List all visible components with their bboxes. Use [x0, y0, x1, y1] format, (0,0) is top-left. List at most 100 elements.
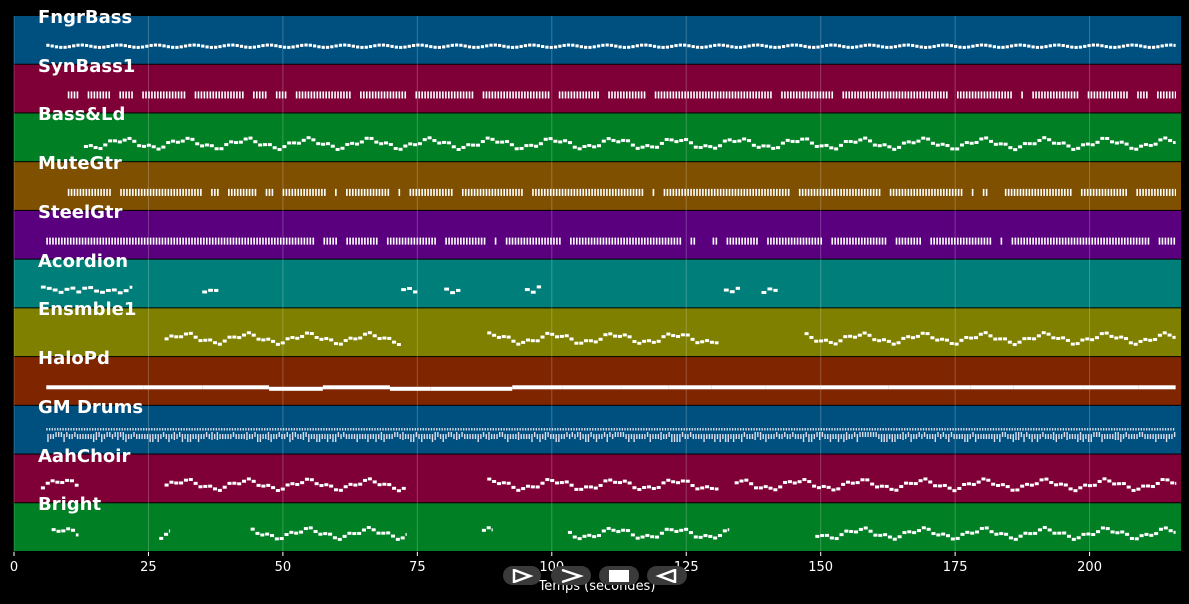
note — [737, 91, 740, 99]
note — [303, 527, 308, 531]
note — [1141, 432, 1144, 438]
note — [929, 434, 931, 440]
note — [470, 188, 473, 196]
note — [596, 534, 601, 538]
note — [666, 478, 671, 482]
note — [242, 91, 244, 99]
note — [173, 237, 176, 245]
note — [483, 237, 486, 245]
note — [928, 480, 933, 484]
note — [181, 434, 184, 443]
note — [332, 536, 337, 540]
note — [237, 336, 242, 340]
note — [494, 188, 497, 196]
note — [796, 237, 799, 245]
forward-button[interactable] — [551, 566, 591, 585]
note — [1076, 91, 1079, 99]
note — [67, 91, 70, 99]
note — [380, 432, 383, 441]
note — [1172, 428, 1175, 431]
note — [840, 434, 842, 440]
note — [980, 434, 982, 440]
note — [852, 335, 857, 339]
note — [984, 43, 988, 47]
note — [917, 428, 919, 431]
note — [67, 188, 70, 196]
note — [239, 428, 242, 431]
note — [1134, 43, 1138, 47]
note — [589, 428, 591, 431]
note — [176, 188, 179, 196]
note — [1164, 237, 1167, 245]
note — [962, 482, 967, 486]
rewind-button[interactable] — [647, 566, 687, 585]
note — [304, 428, 306, 431]
note — [539, 434, 541, 443]
note — [1036, 434, 1039, 443]
note — [264, 428, 266, 431]
note — [863, 428, 866, 431]
note — [866, 91, 868, 99]
note — [231, 428, 234, 431]
note — [401, 237, 404, 245]
note — [343, 432, 345, 438]
play-button[interactable] — [503, 566, 541, 585]
note — [964, 434, 966, 443]
note — [713, 91, 716, 99]
note — [284, 533, 289, 537]
note — [430, 428, 433, 431]
note — [744, 237, 746, 245]
note — [922, 428, 925, 431]
note — [450, 188, 453, 196]
note — [1096, 43, 1100, 47]
note — [807, 480, 812, 484]
note — [463, 44, 467, 48]
note — [710, 91, 713, 99]
note — [1046, 428, 1048, 431]
note — [595, 434, 598, 443]
note — [1031, 434, 1033, 443]
note — [545, 331, 550, 335]
note — [500, 188, 503, 196]
note — [382, 428, 384, 431]
note — [1089, 188, 1092, 196]
note — [951, 188, 954, 196]
note — [103, 434, 106, 440]
note — [266, 337, 271, 341]
note — [152, 237, 155, 245]
note — [433, 428, 435, 431]
note — [1051, 141, 1056, 145]
note — [421, 434, 423, 443]
note — [546, 188, 549, 196]
note — [884, 237, 887, 245]
note — [1090, 338, 1095, 342]
note — [1087, 484, 1092, 488]
note — [1138, 432, 1141, 438]
note — [1004, 188, 1007, 196]
note — [505, 237, 508, 245]
note — [1097, 479, 1102, 483]
note — [598, 483, 603, 487]
stop-button[interactable] — [599, 566, 639, 585]
note — [980, 91, 983, 99]
note — [228, 188, 230, 196]
note — [1040, 45, 1044, 49]
note — [552, 188, 555, 196]
note — [795, 140, 800, 144]
note — [773, 488, 778, 492]
note — [234, 428, 236, 431]
note — [476, 428, 478, 431]
note — [1025, 188, 1028, 196]
note — [1021, 91, 1023, 99]
note — [588, 91, 590, 99]
note — [573, 91, 576, 99]
note — [1018, 534, 1023, 538]
note — [1041, 331, 1046, 335]
note — [770, 188, 772, 196]
note — [164, 428, 166, 431]
note — [379, 142, 384, 146]
note — [814, 339, 819, 343]
note — [306, 136, 311, 140]
note — [930, 237, 933, 245]
note — [383, 434, 385, 443]
